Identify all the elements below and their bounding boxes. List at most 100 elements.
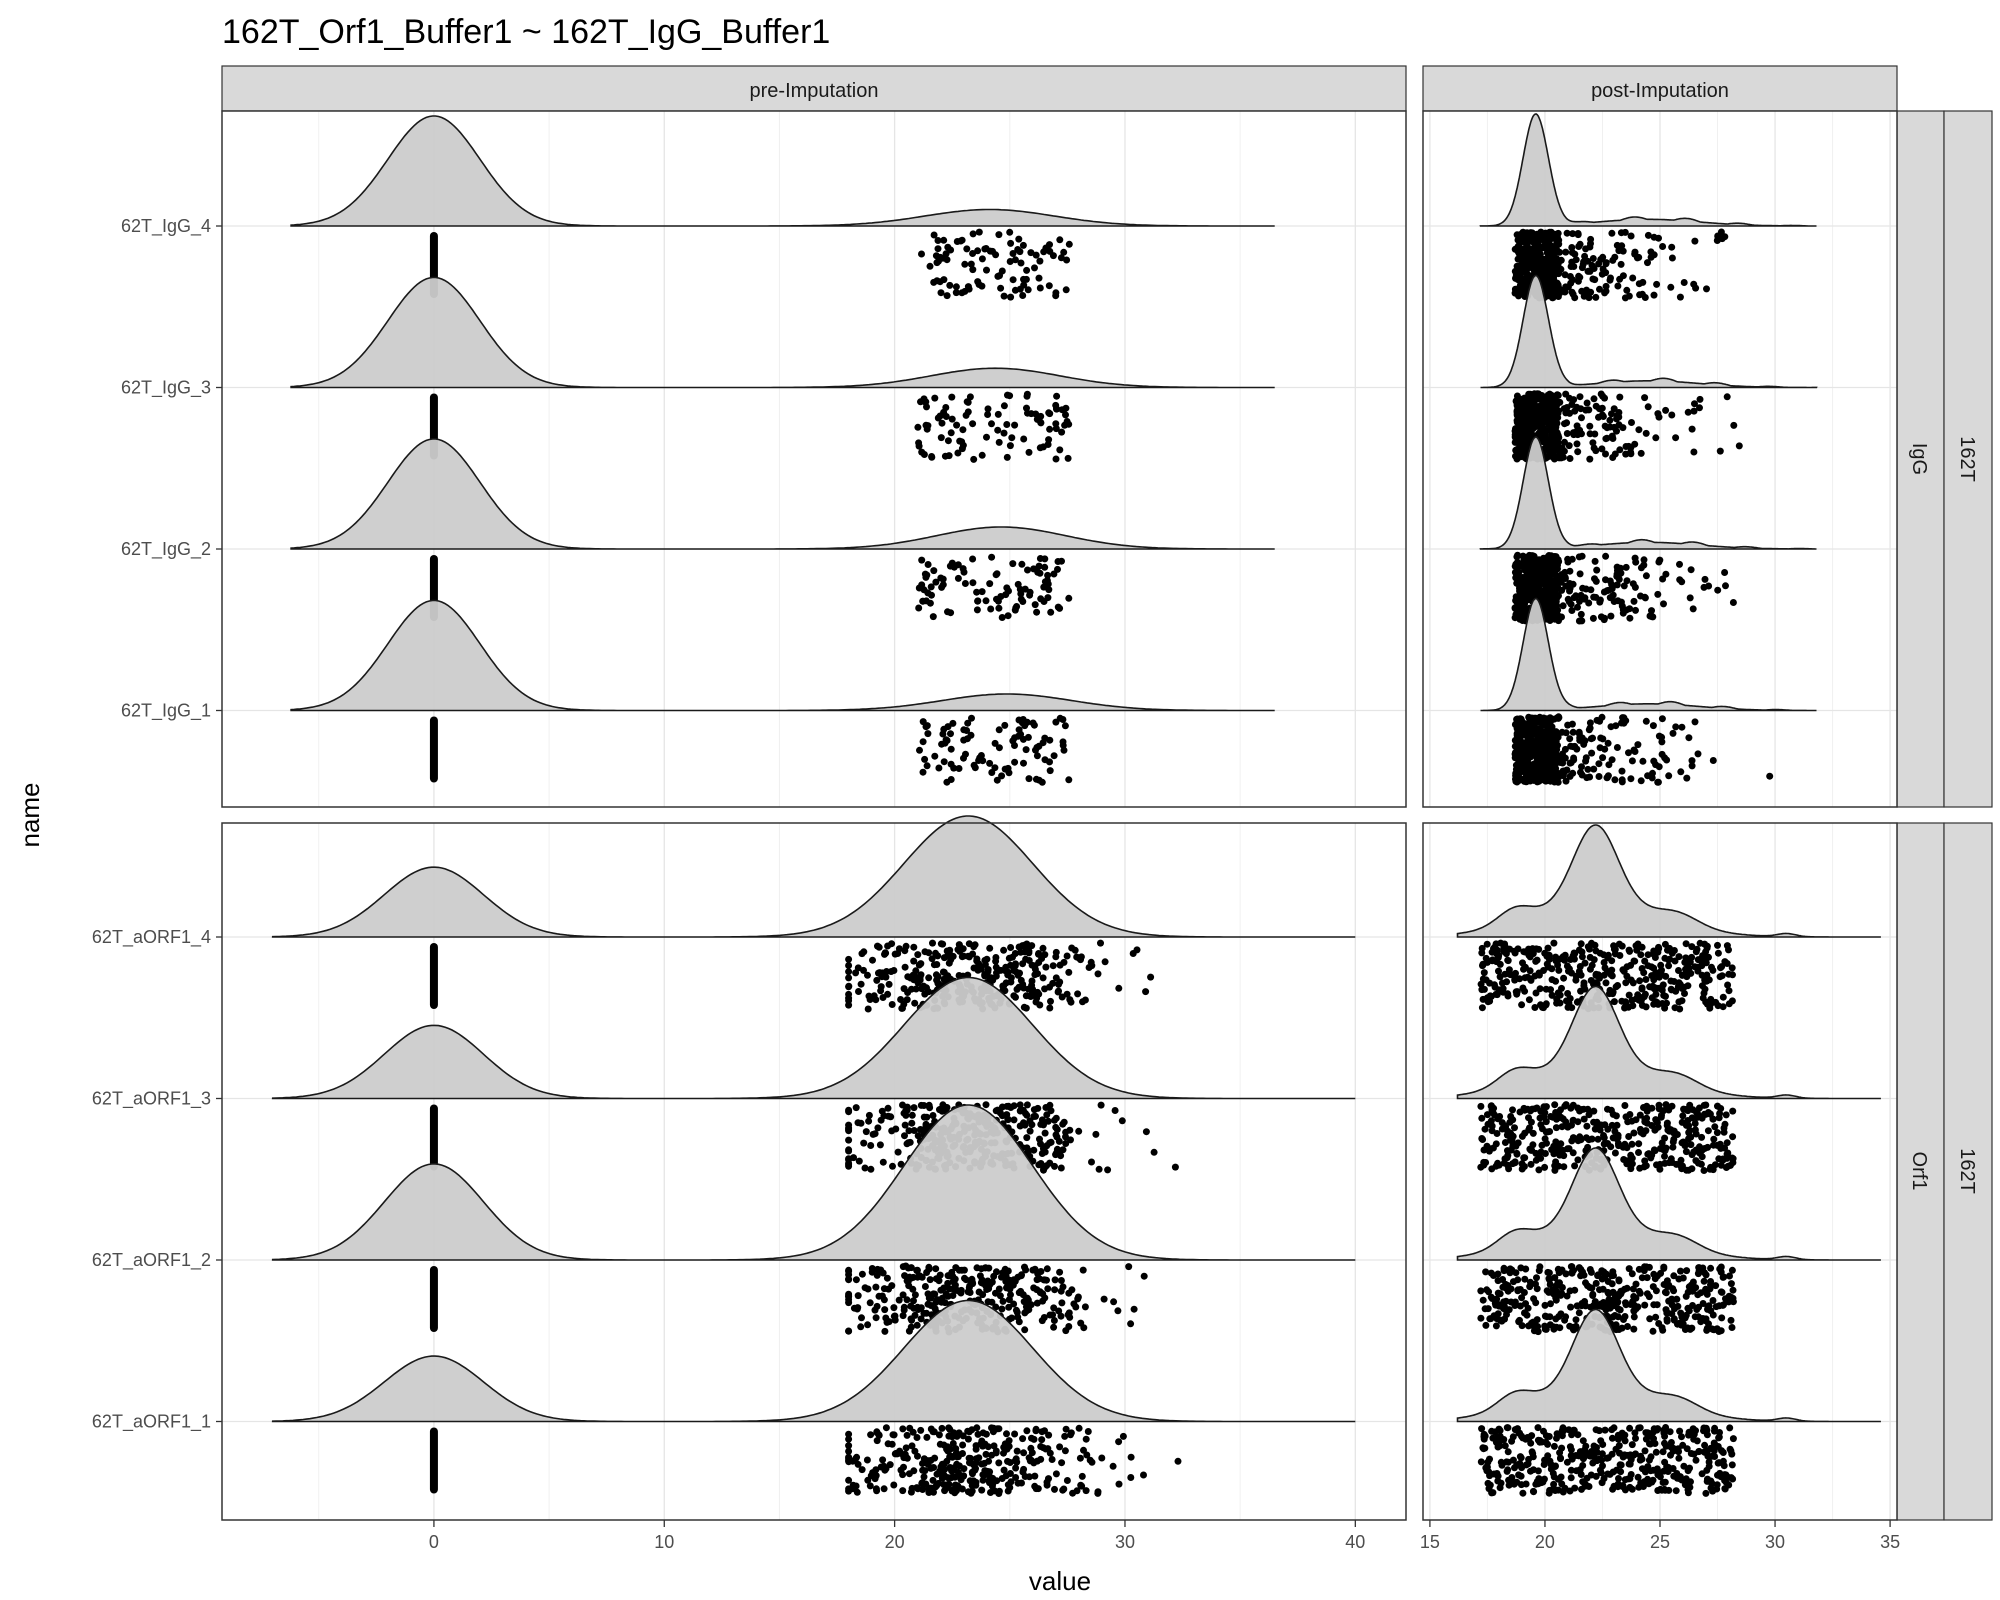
data-point xyxy=(1023,1134,1031,1142)
data-point xyxy=(943,1445,951,1453)
data-point xyxy=(1608,410,1615,418)
data-point xyxy=(1014,1479,1022,1487)
data-point xyxy=(1611,253,1619,261)
data-point xyxy=(964,1435,972,1443)
data-point xyxy=(1577,610,1585,618)
data-point xyxy=(1619,609,1627,617)
data-point xyxy=(1537,578,1545,586)
data-point xyxy=(1007,1291,1014,1299)
data-point xyxy=(1003,1284,1010,1292)
data-point xyxy=(964,408,972,416)
data-point xyxy=(1083,1451,1091,1459)
data-point xyxy=(1690,407,1698,415)
data-point xyxy=(1056,604,1064,612)
data-point xyxy=(1511,949,1519,957)
data-point xyxy=(1496,960,1504,968)
data-point xyxy=(884,1440,892,1448)
data-point xyxy=(1630,597,1638,605)
data-point xyxy=(1532,945,1540,953)
data-point xyxy=(919,738,927,746)
data-point xyxy=(1492,1322,1500,1330)
data-point xyxy=(860,1139,868,1147)
data-point xyxy=(1012,1474,1020,1481)
data-point xyxy=(845,955,853,963)
data-point xyxy=(961,260,969,268)
data-point xyxy=(1552,953,1560,961)
data-point xyxy=(888,1127,896,1135)
strip-label-post: post-Imputation xyxy=(1591,80,1729,102)
ridge-62T_IgG_3-pre xyxy=(290,276,1275,463)
data-point xyxy=(1109,1462,1117,1470)
data-point xyxy=(1654,590,1662,598)
data-point xyxy=(1721,958,1729,966)
data-point xyxy=(857,1323,865,1331)
data-point xyxy=(1014,1313,1022,1321)
data-point xyxy=(845,1327,853,1335)
data-point xyxy=(1568,288,1576,296)
data-point xyxy=(1044,1285,1052,1293)
data-point xyxy=(1724,1149,1732,1157)
data-point xyxy=(1585,267,1593,275)
data-point xyxy=(929,1112,937,1119)
data-point xyxy=(1522,741,1530,749)
data-point xyxy=(845,1156,853,1164)
data-point xyxy=(1563,229,1571,237)
data-point xyxy=(1504,957,1512,965)
data-point xyxy=(858,1314,865,1322)
data-point xyxy=(854,1304,862,1312)
data-point xyxy=(925,1263,933,1271)
data-point xyxy=(1613,1121,1621,1129)
density-curve xyxy=(1456,985,1881,1100)
data-point xyxy=(1725,946,1732,954)
data-point xyxy=(1602,269,1610,277)
data-point xyxy=(954,449,962,457)
data-point xyxy=(1640,556,1648,564)
data-point xyxy=(1594,1135,1602,1143)
data-point xyxy=(1074,990,1082,998)
data-point xyxy=(1060,1118,1068,1126)
data-point xyxy=(1017,976,1025,984)
data-point xyxy=(1483,940,1491,948)
data-point xyxy=(1578,953,1586,961)
data-point xyxy=(1037,1443,1045,1450)
data-point xyxy=(1016,1101,1024,1109)
data-point xyxy=(1514,551,1522,559)
data-point xyxy=(944,1279,952,1287)
data-point xyxy=(1552,1158,1560,1166)
data-point xyxy=(893,1450,901,1458)
data-point xyxy=(1553,995,1561,1003)
data-point xyxy=(1608,957,1616,965)
data-point xyxy=(1021,1263,1028,1271)
data-point xyxy=(1542,985,1550,993)
data-point xyxy=(1065,776,1073,784)
data-point xyxy=(1085,964,1093,971)
data-point xyxy=(1648,994,1656,1002)
data-point xyxy=(1525,420,1533,428)
data-point xyxy=(1515,605,1523,613)
data-point xyxy=(1719,993,1727,1001)
data-point xyxy=(1028,981,1036,989)
data-point xyxy=(1516,271,1524,279)
data-point xyxy=(919,768,927,776)
data-point xyxy=(970,455,978,463)
data-point xyxy=(1517,775,1525,783)
data-point xyxy=(947,429,955,437)
data-point xyxy=(1691,963,1699,971)
data-point xyxy=(1549,285,1557,293)
data-point xyxy=(1036,257,1044,265)
data-point xyxy=(1694,956,1702,964)
data-point xyxy=(1652,1287,1660,1295)
data-point xyxy=(1668,411,1676,419)
data-point xyxy=(1620,582,1628,590)
data-point xyxy=(923,762,931,770)
data-point xyxy=(968,1482,976,1489)
data-point xyxy=(1582,757,1590,765)
data-point xyxy=(1570,263,1578,270)
data-point xyxy=(1691,1120,1699,1127)
data-point xyxy=(1703,285,1710,293)
data-point xyxy=(1586,953,1594,961)
data-point xyxy=(1046,736,1054,744)
data-point xyxy=(1574,448,1582,456)
data-point xyxy=(1032,775,1040,783)
